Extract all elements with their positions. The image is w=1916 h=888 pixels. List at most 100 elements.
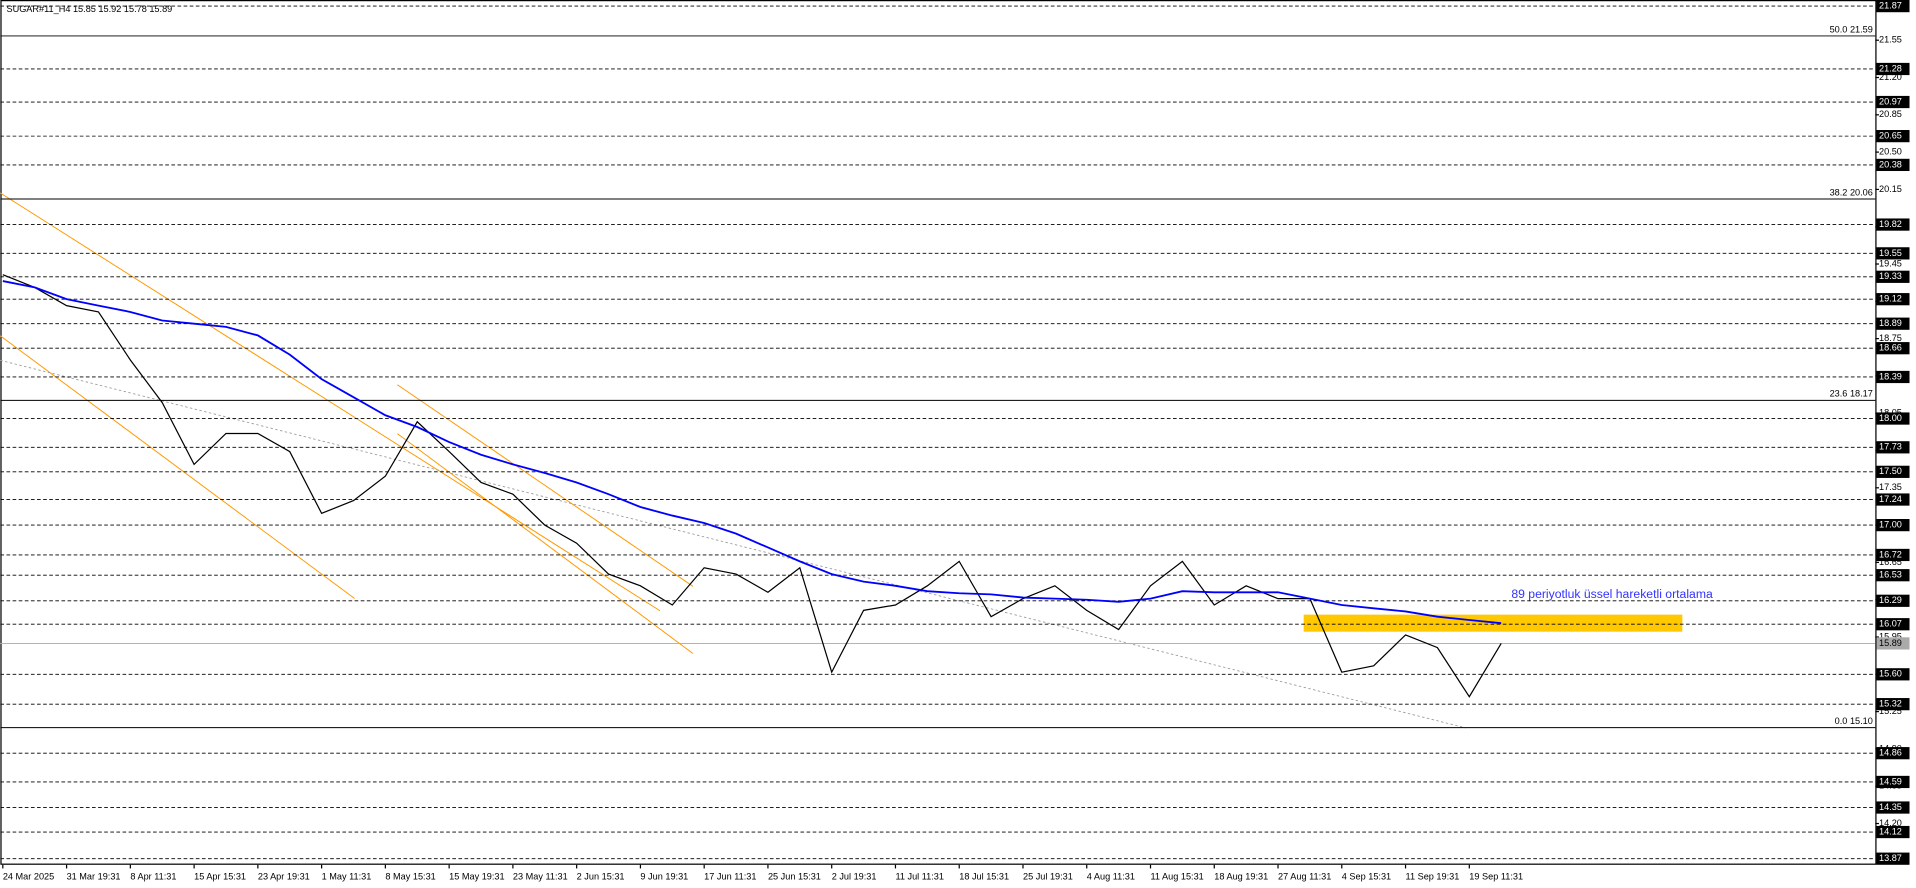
channel-line xyxy=(397,433,694,654)
level-box xyxy=(1876,370,1910,384)
channel-line xyxy=(0,192,661,612)
x-tick-label: 18 Aug 19:31 xyxy=(1214,871,1268,881)
x-tick-label: 19 Sep 11:31 xyxy=(1469,871,1523,881)
x-tick-label: 8 Apr 11:31 xyxy=(130,871,176,881)
level-box xyxy=(1876,62,1910,76)
level-label: 17.00 xyxy=(1879,520,1902,530)
y-tick-label: 16.65 xyxy=(1879,557,1902,567)
level-label: 17.24 xyxy=(1879,494,1902,504)
level-label: 14.86 xyxy=(1879,748,1902,758)
level-label: 18.66 xyxy=(1879,343,1902,353)
level-box xyxy=(1876,158,1910,172)
x-tick-label: 27 Aug 11:31 xyxy=(1278,871,1331,881)
x-tick-label: 8 May 15:31 xyxy=(385,871,435,881)
level-box xyxy=(1876,441,1910,454)
x-tick-label: 9 Jun 19:31 xyxy=(640,871,688,881)
level-label: 19.55 xyxy=(1879,248,1902,258)
price-line xyxy=(2,274,1502,698)
y-tick-label: 14.20 xyxy=(1879,818,1902,828)
x-tick-label: 1 May 11:31 xyxy=(322,871,372,881)
x-tick-label: 11 Jul 11:31 xyxy=(895,871,944,881)
level-box xyxy=(1876,618,1910,631)
x-tick-label: 4 Sep 15:31 xyxy=(1342,871,1391,881)
level-box xyxy=(1876,247,1910,260)
level-box xyxy=(1876,569,1910,582)
level-label: 20.65 xyxy=(1879,131,1902,141)
y-tick-label: 21.20 xyxy=(1879,72,1902,82)
level-box xyxy=(1876,342,1910,355)
level-label: 19.12 xyxy=(1879,294,1902,304)
x-tick-label: 2 Jun 15:31 xyxy=(577,871,625,881)
level-box xyxy=(1876,852,1910,865)
level-label: 14.59 xyxy=(1879,776,1902,786)
x-tick-label: 11 Aug 15:31 xyxy=(1151,871,1204,881)
level-label: 13.87 xyxy=(1879,853,1902,863)
x-tick-label: 23 Apr 19:31 xyxy=(258,871,310,881)
y-tick-label: 19.45 xyxy=(1879,258,1902,268)
channel-line xyxy=(0,335,355,599)
level-box xyxy=(1876,594,1910,607)
y-tick-label: 20.85 xyxy=(1879,109,1902,119)
level-box xyxy=(1876,317,1910,330)
plot-frame xyxy=(0,0,1877,865)
level-label: 16.29 xyxy=(1879,595,1902,605)
level-label: 21.28 xyxy=(1879,63,1902,73)
level-box xyxy=(1876,493,1910,506)
x-tick-label: 25 Jun 15:31 xyxy=(768,871,821,881)
y-tick-label: 15.95 xyxy=(1879,631,1902,641)
level-label: 20.38 xyxy=(1879,159,1902,169)
level-label: 15.60 xyxy=(1879,669,1902,679)
level-box xyxy=(1876,698,1910,711)
x-tick-label: 24 Mar 2025 xyxy=(3,871,54,881)
fib-label: 38.2 20.06 xyxy=(1830,187,1873,197)
y-tick-label: 18.75 xyxy=(1879,333,1902,343)
level-label: 14.35 xyxy=(1879,802,1902,812)
y-tick-label: 20.50 xyxy=(1879,147,1902,157)
x-tick-label: 31 Mar 19:31 xyxy=(67,871,121,881)
level-box xyxy=(1876,747,1910,760)
x-tick-label: 4 Aug 11:31 xyxy=(1087,871,1135,881)
fib-label: 23.6 18.17 xyxy=(1830,389,1873,399)
x-tick-label: 18 Jul 15:31 xyxy=(959,871,1009,881)
level-box xyxy=(1876,0,1910,13)
level-box xyxy=(1876,465,1910,478)
level-label: 21.87 xyxy=(1879,1,1902,11)
level-box xyxy=(1876,218,1910,231)
price-label: 15.89 xyxy=(1879,638,1902,648)
level-label: 18.39 xyxy=(1879,371,1902,381)
x-tick-label: 17 Jun 11:31 xyxy=(704,871,756,881)
level-label: 16.53 xyxy=(1879,570,1902,580)
level-box xyxy=(1876,801,1910,814)
level-label: 20.97 xyxy=(1879,96,1902,106)
chart-title: SUGAR#11_H4 15.85 15.92 15.78 15.89 xyxy=(6,4,172,14)
y-tick-label: 17.35 xyxy=(1879,482,1902,492)
level-box xyxy=(1876,293,1910,306)
price-box xyxy=(1876,637,1910,650)
level-box xyxy=(1876,519,1910,532)
x-tick-label: 23 May 11:31 xyxy=(513,871,568,881)
level-box xyxy=(1876,130,1910,143)
x-tick-label: 2 Jul 19:31 xyxy=(832,871,877,881)
level-label: 18.89 xyxy=(1879,318,1902,328)
level-box xyxy=(1876,270,1910,283)
y-tick-label: 20.15 xyxy=(1879,184,1902,194)
level-label: 14.12 xyxy=(1879,826,1902,836)
level-label: 19.82 xyxy=(1879,219,1902,229)
level-box xyxy=(1876,775,1910,789)
x-tick-label: 25 Jul 19:31 xyxy=(1023,871,1073,881)
trend-line xyxy=(0,359,1467,729)
channels xyxy=(0,192,694,654)
x-tick-label: 15 Apr 15:31 xyxy=(194,871,246,881)
annotation: 89 periyotluk üssel hareketli ortalama xyxy=(1511,587,1713,601)
level-label: 17.50 xyxy=(1879,466,1902,476)
level-label: 15.32 xyxy=(1879,699,1902,709)
x-tick-label: 15 May 19:31 xyxy=(449,871,504,881)
level-label: 16.72 xyxy=(1879,549,1902,559)
channel-line xyxy=(397,384,694,587)
level-label: 16.07 xyxy=(1879,619,1902,629)
y-tick-label: 21.55 xyxy=(1879,35,1902,45)
level-box xyxy=(1876,95,1910,109)
level-label: 18.00 xyxy=(1879,413,1902,423)
